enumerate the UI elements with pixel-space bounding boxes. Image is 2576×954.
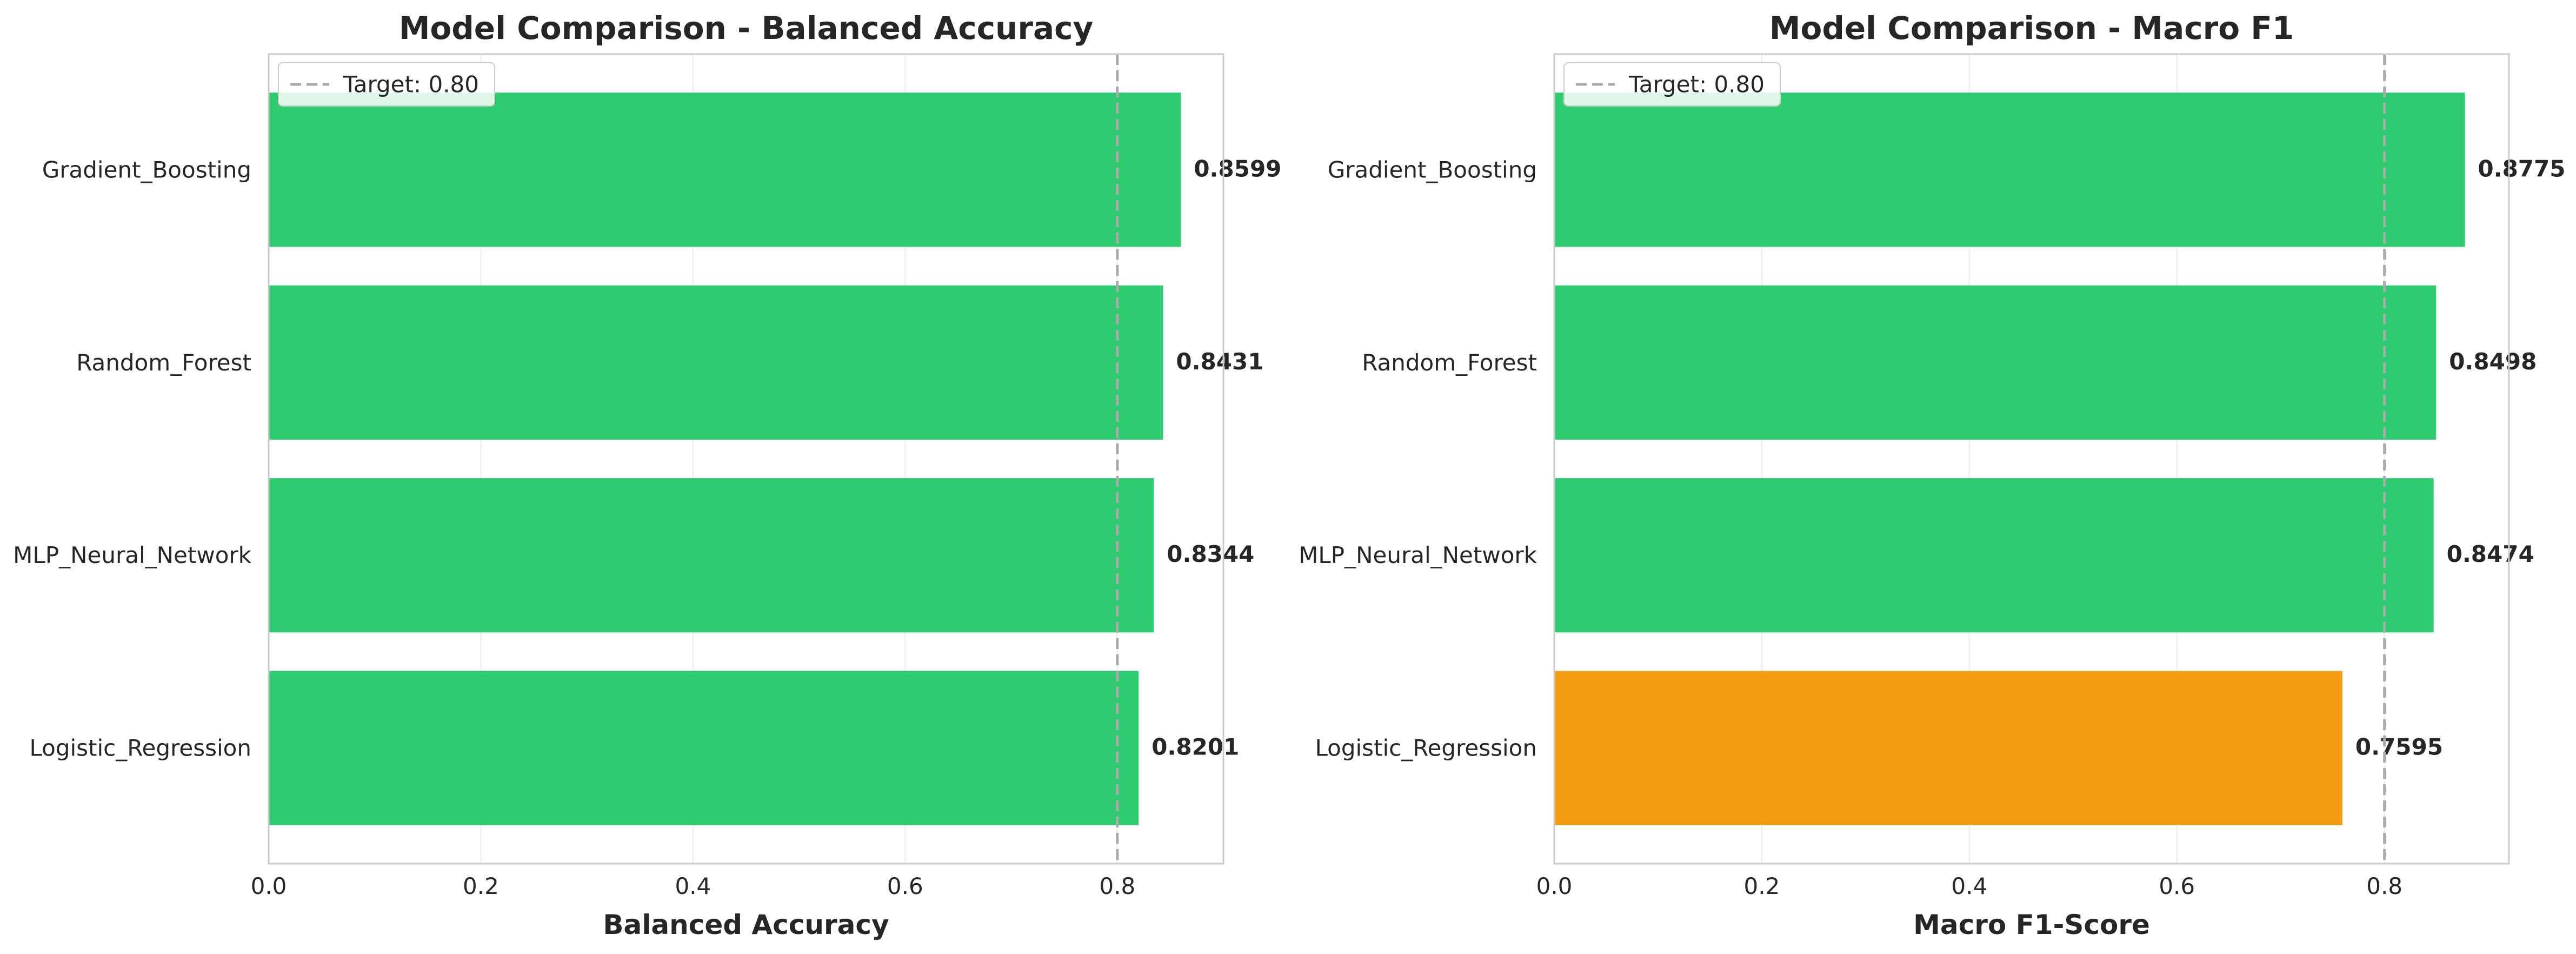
legend-box: [1563, 62, 1781, 107]
bar-logistic-regression[interactable]: [269, 671, 1139, 825]
x-tick-label: 0.0: [251, 873, 287, 899]
chart-title: Model Comparison - Macro F1: [1769, 10, 2294, 47]
plot-frame: [268, 53, 1224, 865]
chart-panel-2: Gradient_Boosting 0.8775 Random_Forest 0.84…: [1299, 10, 2565, 940]
bar-mlp-neural-network[interactable]: [269, 478, 1154, 633]
y-tick-label: Logistic_Regression: [29, 735, 251, 761]
legend: Target: 0.80: [278, 62, 495, 107]
x-tick-label: 0.2: [463, 873, 499, 899]
x-axis-label: Macro F1-Score: [1913, 909, 2150, 940]
value-label: 0.8201: [1151, 734, 1239, 760]
value-label: 0.8599: [1194, 155, 1281, 182]
legend: Target: 0.80: [1563, 62, 1781, 107]
bar-random-forest[interactable]: [269, 285, 1163, 440]
legend-target-label: Target: 0.80: [1628, 71, 1765, 98]
value-label: 0.8498: [2449, 348, 2537, 375]
bar-gradient-boosting[interactable]: [1554, 92, 2465, 247]
legend-target-label: Target: 0.80: [343, 71, 479, 98]
x-tick-label: 0.2: [1744, 873, 1780, 899]
bar-logistic-regression[interactable]: [1554, 671, 2342, 825]
y-tick-label: Gradient_Boosting: [42, 156, 251, 183]
chart-panel-1: Gradient_Boosting 0.8599 Random_Forest 0.84…: [13, 10, 1281, 940]
bar-mlp-neural-network[interactable]: [1554, 478, 2434, 633]
legend-box: [278, 62, 495, 107]
bar-gradient-boosting[interactable]: [269, 92, 1181, 247]
y-tick-label: Random_Forest: [76, 349, 251, 376]
value-label: 0.7595: [2355, 734, 2443, 760]
value-label: 0.8431: [1176, 348, 1263, 375]
y-tick-label: MLP_Neural_Network: [1299, 542, 1537, 568]
y-tick-label: MLP_Neural_Network: [13, 542, 252, 568]
x-tick-label: 0.0: [1536, 873, 1573, 899]
chart-title: Model Comparison - Balanced Accuracy: [399, 10, 1094, 47]
value-label: 0.8344: [1167, 541, 1254, 567]
x-tick-label: 0.8: [1099, 873, 1135, 899]
plot-frame: [1553, 53, 2510, 865]
x-tick-label: 0.6: [2159, 873, 2195, 899]
x-axis-label: Balanced Accuracy: [603, 909, 889, 940]
value-label: 0.8474: [2447, 541, 2534, 567]
x-tick-label: 0.4: [1951, 873, 1987, 899]
value-label: 0.8775: [2478, 155, 2565, 182]
x-tick-label: 0.6: [887, 873, 923, 899]
x-tick-label: 0.8: [2366, 873, 2402, 899]
x-tick-label: 0.4: [675, 873, 711, 899]
bar-random-forest[interactable]: [1554, 285, 2437, 440]
y-tick-label: Random_Forest: [1362, 349, 1537, 376]
y-tick-label: Logistic_Regression: [1315, 735, 1537, 761]
y-tick-label: Gradient_Boosting: [1328, 156, 1537, 183]
